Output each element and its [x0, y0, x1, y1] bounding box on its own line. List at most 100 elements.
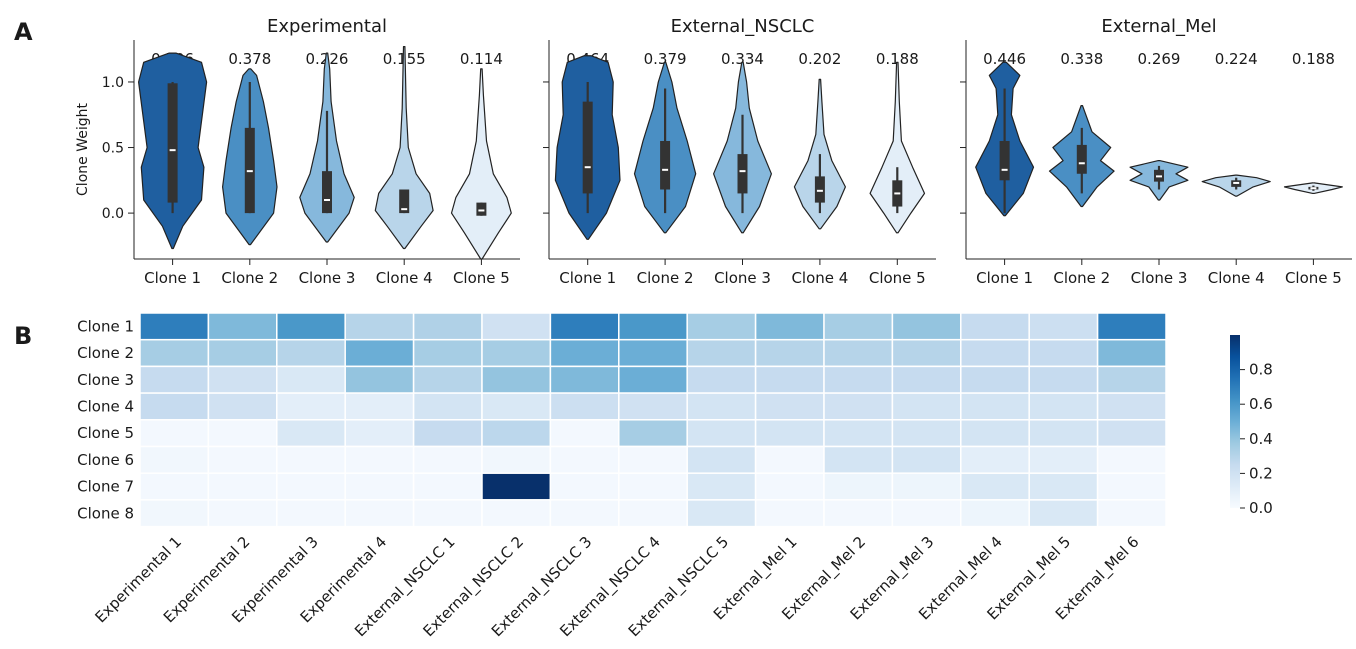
heatmap-row-label: Clone 2 [77, 344, 134, 362]
heatmap-row-label: Clone 7 [77, 478, 134, 496]
heatmap-cell [344, 445, 415, 474]
heatmap-cell [549, 365, 620, 394]
mean-annotation: 0.446 [983, 50, 1026, 68]
heatmap-cell [344, 312, 415, 341]
heatmap-cell [618, 499, 688, 528]
heatmap-cell [412, 499, 483, 528]
x-tick-label: Clone 2 [1053, 269, 1110, 287]
heatmap-cell [960, 392, 1030, 421]
heatmap-cell [686, 338, 757, 368]
heatmap-cell [481, 338, 552, 368]
heatmap-cell [823, 312, 894, 341]
heatmap-cell [754, 312, 825, 341]
heatmap-cell [618, 419, 688, 448]
heatmap-cell [823, 419, 894, 448]
heatmap-cell [1096, 472, 1167, 501]
heatmap-cell [207, 312, 278, 341]
heatmap-cell [960, 338, 1030, 368]
x-tick-label: Clone 3 [714, 269, 771, 287]
heatmap-cell [823, 472, 894, 501]
heatmap-cell [207, 472, 278, 501]
heatmap-cell [1096, 445, 1167, 474]
violin-box [1076, 144, 1087, 174]
heatmap-cell [618, 472, 688, 501]
heatmap-cell [891, 445, 962, 474]
x-tick-label: Clone 2 [221, 269, 278, 287]
heatmap-cell [891, 365, 962, 394]
heatmap-cell [207, 338, 278, 368]
x-tick-label: Clone 1 [144, 269, 201, 287]
heatmap-cell [891, 312, 962, 341]
violin-box [660, 140, 671, 190]
heatmap-cell [618, 312, 688, 341]
heatmap-cell [960, 419, 1030, 448]
violin-box [476, 202, 487, 216]
heatmap-row-label: Clone 4 [77, 397, 134, 415]
heatmap-cell [754, 338, 825, 368]
heatmap-cell [139, 445, 210, 474]
heatmap-cell [412, 472, 483, 501]
heatmap-cell [139, 472, 210, 501]
heatmap-cell [412, 312, 483, 341]
violin-box [322, 171, 332, 214]
heatmap-cells [139, 312, 1167, 528]
heatmap-cell [960, 472, 1030, 501]
heatmap-cell [1096, 499, 1167, 528]
heatmap-cell [549, 499, 620, 528]
heatmap-cell [754, 419, 825, 448]
heatmap-cell [344, 338, 415, 368]
heatmap-cell [276, 419, 346, 448]
heatmap-cell [960, 312, 1030, 341]
heatmap-cell [276, 392, 346, 421]
heatmap-cell [960, 499, 1030, 528]
heatmap-cell [1096, 365, 1167, 394]
heatmap-cell [686, 312, 757, 341]
mean-annotation: 0.338 [1060, 50, 1103, 68]
heatmap-cell [344, 392, 415, 421]
heatmap-cell [891, 472, 962, 501]
violin-box [814, 176, 825, 203]
colorbar [1230, 335, 1240, 508]
heatmap-cell [823, 445, 894, 474]
x-tick-label: Clone 2 [637, 269, 694, 287]
heatmap-cell [754, 499, 825, 528]
heatmap-row-label: Clone 5 [77, 424, 134, 442]
heatmap-cell [481, 312, 552, 341]
heatmap-cell [1096, 312, 1167, 341]
violin-box [999, 140, 1010, 181]
heatmap-cell [1028, 338, 1099, 368]
heatmap-cell [1028, 419, 1099, 448]
mean-annotation: 0.202 [798, 50, 841, 68]
heatmap-cell [207, 445, 278, 474]
heatmap-cell [891, 419, 962, 448]
heatmap-cell [686, 392, 757, 421]
violin-panel-3: External_Mel Clone 1 0.446 Clone 2 0.338 Clon… [960, 16, 1352, 287]
heatmap-cell [412, 338, 483, 368]
panel-label-b: B [14, 322, 32, 350]
heatmap-cell [549, 312, 620, 341]
heatmap-cell [686, 419, 757, 448]
violin-box [167, 83, 178, 203]
heatmap-cell [1028, 365, 1099, 394]
heatmap-cell [549, 392, 620, 421]
heatmap-cell [139, 392, 210, 421]
heatmap-cell [618, 365, 688, 394]
heatmap-cell [481, 365, 552, 394]
heatmap-cell [207, 499, 278, 528]
heatmap-cell [139, 499, 210, 528]
x-tick-label: Clone 5 [1285, 269, 1342, 287]
violin-panel-1: Experimental 0.0 0.5 1.0 Clone Weight Clone 1… [75, 16, 520, 287]
colorbar-tick-label: 0.2 [1249, 464, 1273, 482]
x-tick-label: Clone 4 [1208, 269, 1265, 287]
heatmap-cell [139, 419, 210, 448]
heatmap-cell [823, 365, 894, 394]
heatmap-cell [207, 365, 278, 394]
colorbar-tick-label: 0.0 [1249, 499, 1273, 517]
heatmap-cell [139, 338, 210, 368]
heatmap-cell [823, 338, 894, 368]
mean-annotation: 0.224 [1215, 50, 1258, 68]
heatmap-cell [754, 365, 825, 394]
heatmap-cell [412, 419, 483, 448]
violin-body [869, 61, 926, 234]
mean-annotation: 0.378 [228, 50, 271, 68]
